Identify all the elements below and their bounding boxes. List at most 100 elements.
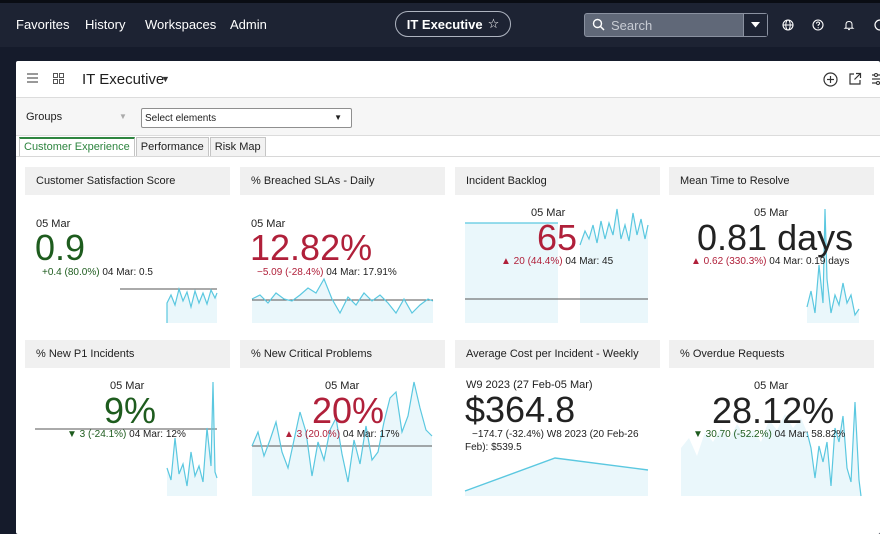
kpi-date: 05 Mar [531, 207, 566, 219]
kpi-card-title: % Overdue Requests [669, 340, 874, 368]
kpi-value: 65 [537, 217, 578, 258]
kpi-card-customer-satisfaction[interactable]: Customer Satisfaction Score 05 Mar 0.9 +… [25, 167, 230, 329]
groups-label[interactable]: Groups [26, 111, 63, 123]
workspace-toolbar: IT Executive ▼ [16, 61, 880, 98]
share-icon[interactable] [848, 72, 862, 86]
kpi-previous: 04 Mar: 17% [342, 429, 400, 440]
kpi-date: 05 Mar [36, 218, 71, 230]
search-placeholder: Search [611, 18, 653, 33]
nav-history[interactable]: History [85, 17, 126, 32]
kpi-delta: −5.09 (-28.4%) [257, 267, 324, 278]
sparkline-area [465, 458, 648, 496]
caret-down-icon [751, 22, 760, 28]
groups-caret-icon[interactable]: ▼ [119, 112, 127, 121]
kpi-card-body: 05 Mar 65 ▲ 20 (44.4%) 04 Mar: 45 [455, 195, 660, 329]
sparkline-area-left [465, 223, 558, 323]
kpi-card-title: Mean Time to Resolve [669, 167, 874, 195]
workspace-title-caret-icon[interactable]: ▼ [161, 74, 170, 84]
kpi-value: 0.81 days [697, 217, 854, 258]
kpi-card-breached-slas[interactable]: % Breached SLAs - Daily 05 Mar 12.82% −5… [240, 167, 445, 329]
select-elements-dropdown[interactable]: Select elements ▼ [141, 108, 352, 128]
kpi-card-mean-time-to-resolve[interactable]: Mean Time to Resolve 05 Mar 0.81 days ▲ … [669, 167, 874, 329]
kpi-value: 12.82% [250, 227, 373, 268]
sparkline-chart [251, 381, 433, 496]
sparkline-line [579, 208, 649, 246]
sparkline-area [252, 279, 433, 323]
workspace-title-pill[interactable]: IT Executive ☆ [395, 11, 511, 37]
sparkline-line [464, 457, 649, 492]
kpi-value: 28.12% [712, 390, 835, 431]
kpi-card-body: 05 Mar 20% ▲ 3 (20.0%) 04 Mar: 17% [240, 368, 445, 502]
kpi-date: 05 Mar [754, 380, 789, 392]
sparkline-chart [120, 286, 218, 323]
sparkline-line [166, 381, 218, 487]
kpi-card-overdue-requests[interactable]: % Overdue Requests 05 Mar 28.12% ▼ 30.70… [669, 340, 874, 502]
kpi-delta: ▲ 3 (20.0%) [284, 429, 341, 440]
search-scope-dropdown[interactable] [743, 14, 767, 36]
kpi-card-title: % New P1 Incidents [25, 340, 230, 368]
global-search[interactable]: Search [584, 13, 768, 37]
sparkline-chart [465, 208, 649, 323]
sparkline-chart [35, 381, 218, 496]
add-widget-icon[interactable] [823, 72, 838, 87]
nav-favorites[interactable]: Favorites [16, 17, 70, 32]
kpi-card-title: % Breached SLAs - Daily [240, 167, 445, 195]
kpi-card-incident-backlog[interactable]: Incident Backlog 05 Mar 65 ▲ 20 (44.4%) … [455, 167, 660, 329]
kpi-delta: +0.4 (80.0%) [42, 267, 100, 278]
kpi-delta: ▼ 3 (-24.1%) [67, 429, 127, 440]
sparkline-line [806, 208, 860, 317]
tab-strip: Customer Experience Performance Risk Map [19, 137, 267, 157]
kpi-previous: 04 Mar: 0.19 days [769, 256, 850, 267]
kpi-previous: 04 Mar: 58.82% [774, 429, 846, 440]
kpi-card-new-critical-problems[interactable]: % New Critical Problems 05 Mar 20% ▲ 3 (… [240, 340, 445, 502]
star-outline-icon[interactable]: ☆ [487, 16, 500, 31]
kpi-date: 05 Mar [251, 218, 286, 230]
sparkline-line [251, 277, 434, 315]
avatar-icon[interactable] [874, 19, 880, 31]
kpi-change: ▲ 0.62 (330.3%) 04 Mar: 0.19 days [691, 256, 849, 267]
kpi-previous: W8 2023 (20 Feb-26 Feb): $539.5 [465, 429, 639, 453]
kpi-value: 9% [104, 390, 157, 431]
sparkline-area [580, 209, 648, 323]
globe-icon[interactable] [782, 19, 794, 31]
workspace-panel: IT Executive ▼ Groups ▼ Select elements … [16, 61, 880, 534]
top-navigation: Favorites History Workspaces Admin IT Ex… [0, 0, 880, 47]
kpi-date: W9 2023 (27 Feb-05 Mar) [466, 379, 593, 391]
kpi-change: ▲ 3 (20.0%) 04 Mar: 17% [284, 429, 400, 440]
bell-icon[interactable] [843, 19, 855, 31]
kpi-card-title: Average Cost per Incident - Weekly [455, 340, 660, 368]
sparkline-chart [464, 457, 649, 496]
help-icon[interactable] [812, 19, 824, 31]
select-elements-placeholder: Select elements [145, 113, 217, 124]
kpi-card-body: W9 2023 (27 Feb-05 Mar) $364.8 −174.7 (-… [455, 368, 660, 502]
tab-customer-experience[interactable]: Customer Experience [19, 137, 135, 157]
nav-admin[interactable]: Admin [230, 17, 267, 32]
kpi-value: $364.8 [465, 389, 576, 430]
search-icon [592, 18, 605, 31]
nav-workspaces[interactable]: Workspaces [145, 17, 217, 32]
dashboard-grid-icon[interactable] [53, 73, 64, 84]
kpi-card-body: 05 Mar 0.81 days ▲ 0.62 (330.3%) 04 Mar:… [669, 195, 874, 329]
filter-settings-icon[interactable] [872, 72, 880, 86]
tab-divider [16, 156, 880, 157]
kpi-card-title: % New Critical Problems [240, 340, 445, 368]
sparkline-line [251, 381, 433, 483]
kpi-change: −174.7 (-32.4%) W8 2023 (20 Feb-26 Feb):… [465, 428, 655, 454]
workspace-title[interactable]: IT Executive [82, 71, 165, 88]
hamburger-menu-icon[interactable] [27, 73, 38, 83]
kpi-card-body: 05 Mar 12.82% −5.09 (-28.4%) 04 Mar: 17.… [240, 195, 445, 329]
kpi-card-title: Customer Satisfaction Score [25, 167, 230, 195]
kpi-date: 05 Mar [110, 380, 145, 392]
tab-risk-map[interactable]: Risk Map [209, 137, 266, 157]
kpi-delta: ▼ 30.70 (-52.2%) [693, 429, 772, 440]
kpi-card-average-cost-per-incident[interactable]: Average Cost per Incident - Weekly W9 20… [455, 340, 660, 502]
kpi-change: +0.4 (80.0%) 04 Mar: 0.5 [42, 267, 153, 278]
tab-performance[interactable]: Performance [135, 137, 209, 157]
kpi-delta: −174.7 (-32.4%) [472, 429, 544, 440]
sparkline-chart [806, 208, 860, 323]
kpi-card-new-p1-incidents[interactable]: % New P1 Incidents 05 Mar 9% ▼ 3 (-24.1%… [25, 340, 230, 502]
kpi-date: 05 Mar [754, 207, 789, 219]
sparkline-area [807, 209, 859, 323]
kpi-previous: 04 Mar: 17.91% [326, 267, 397, 278]
sparkline-chart [681, 401, 862, 497]
